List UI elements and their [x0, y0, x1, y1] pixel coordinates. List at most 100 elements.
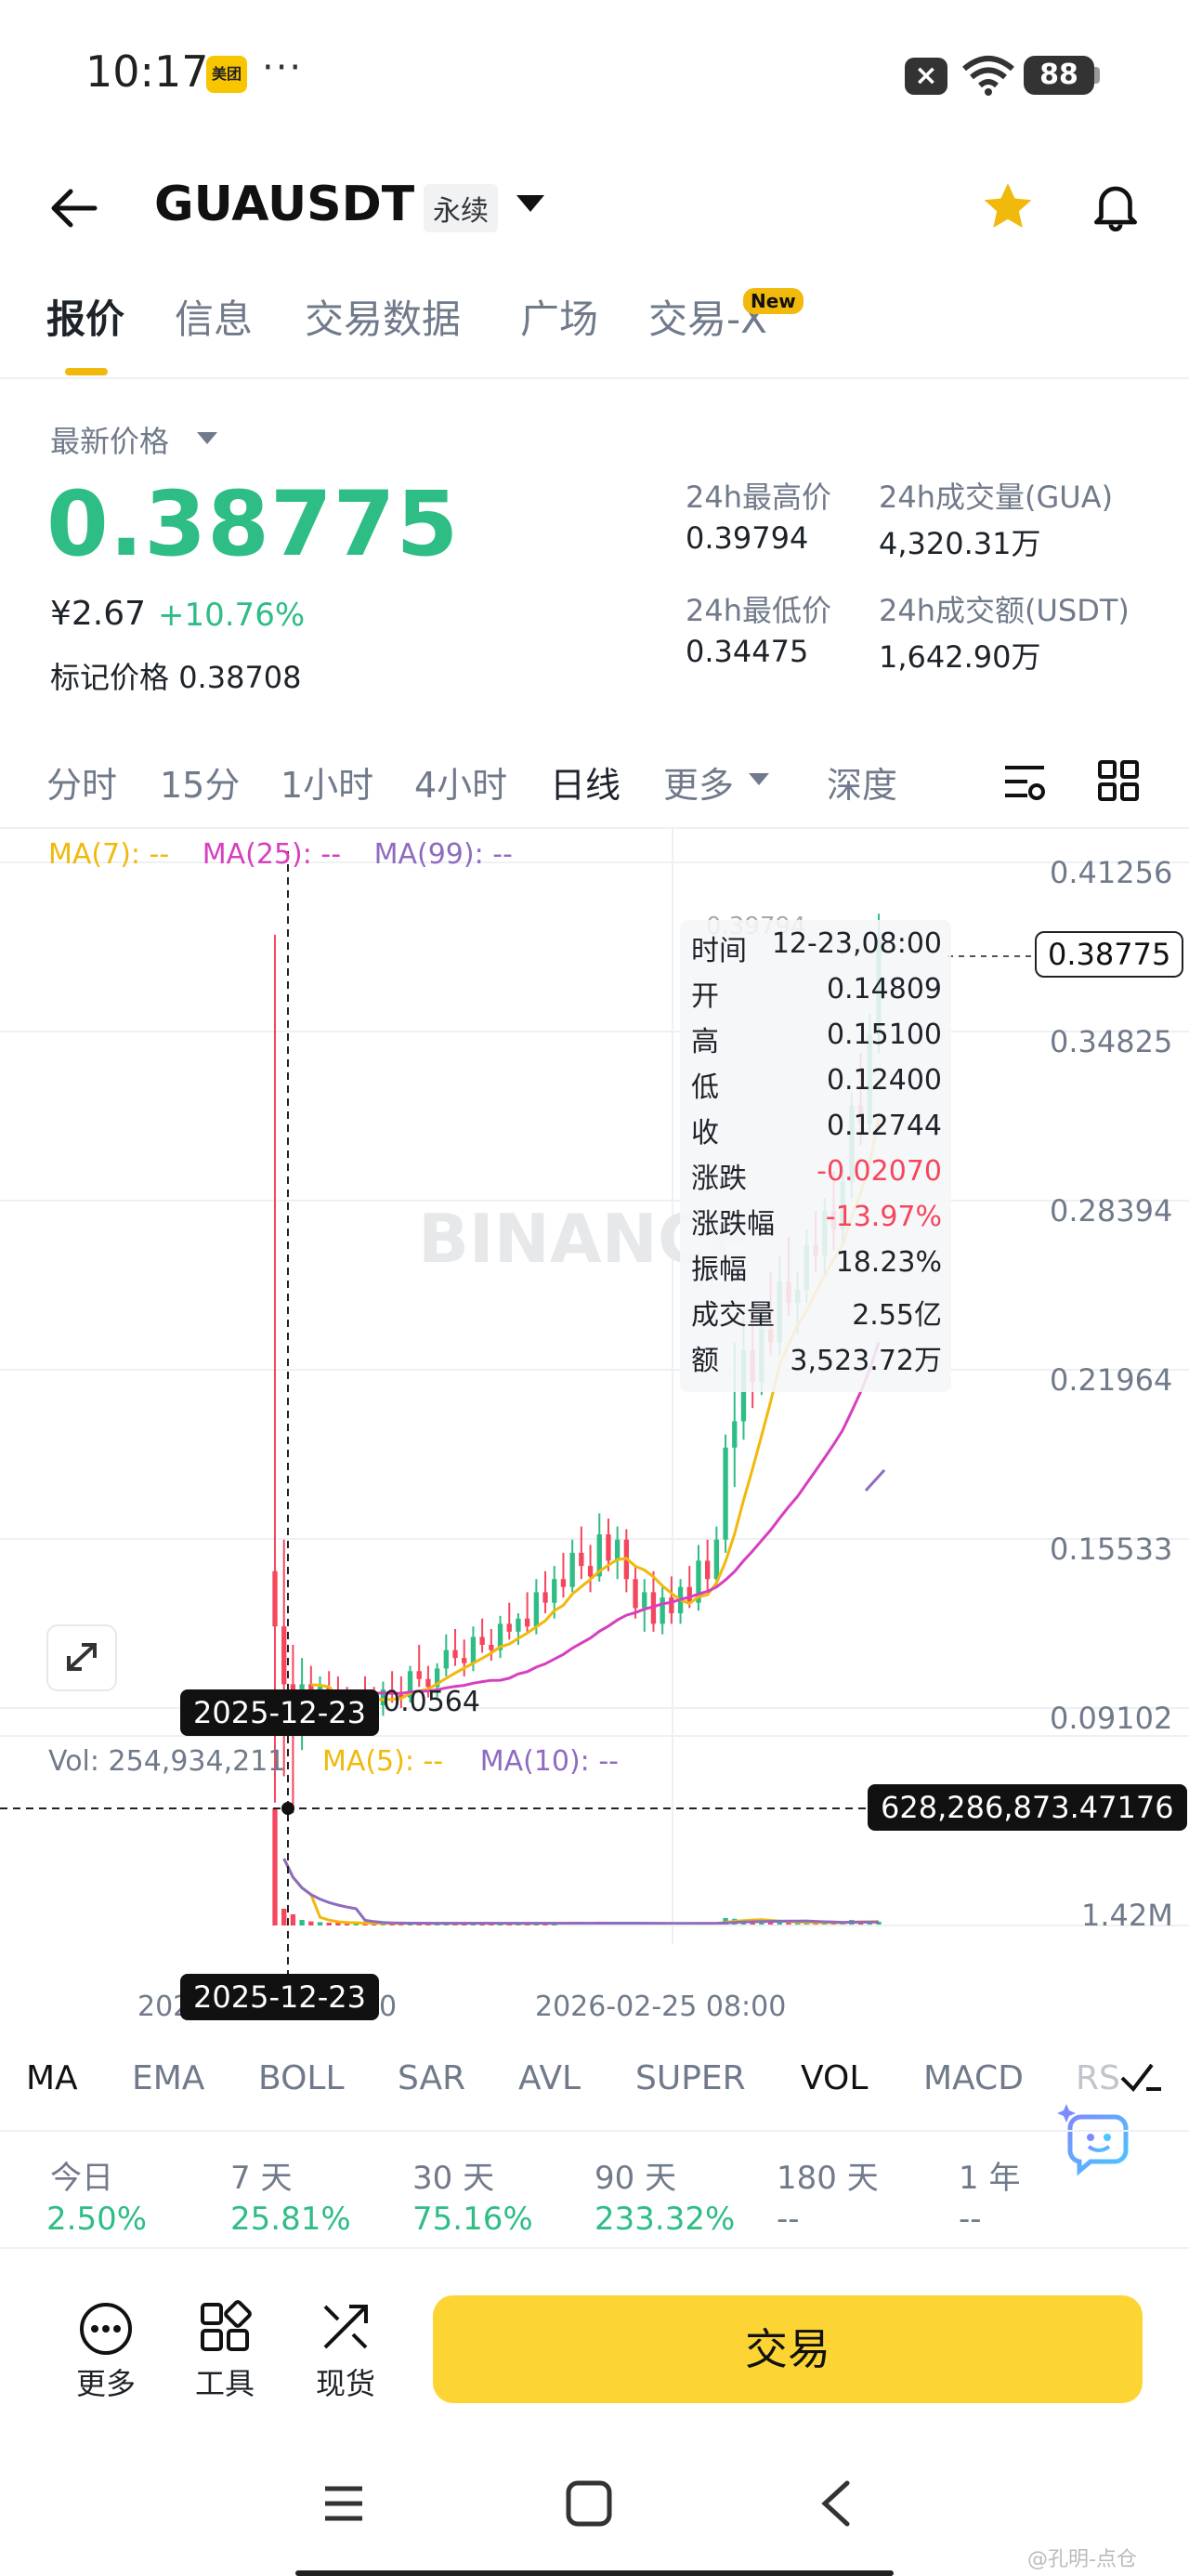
candle-body [713, 1539, 720, 1580]
symbol-dropdown-icon[interactable] [516, 195, 544, 212]
candle-body [516, 1618, 521, 1632]
volume-bar [830, 1922, 837, 1925]
volume-bar [795, 1922, 801, 1925]
tooltip-row: 高 0.15100 [691, 1019, 942, 1059]
volume-bar [344, 1923, 350, 1925]
period-1h[interactable]: 1小时 [281, 765, 374, 806]
perf-label: 30 天 [412, 2160, 495, 2197]
high-value: 0.39794 [686, 520, 809, 556]
spot-label: 现货 [315, 2366, 375, 2401]
vol-axis-tick: 1.42M [1081, 1898, 1173, 1933]
ind-ma[interactable]: MA [26, 2059, 78, 2097]
favorite-star-icon[interactable] [979, 178, 1037, 236]
period-15m[interactable]: 15分 [160, 765, 241, 806]
candle-body [281, 1626, 287, 1685]
volume-bar [290, 1913, 296, 1925]
divider [0, 2130, 1189, 2132]
candle-body [596, 1534, 602, 1577]
period-4h[interactable]: 4小时 [414, 765, 508, 806]
volume-bar [867, 1922, 872, 1925]
volume-bar [759, 1921, 764, 1925]
home-icon[interactable] [565, 2479, 613, 2528]
symbol-title[interactable]: GUAUSDT [154, 177, 415, 232]
candle-body [462, 1658, 467, 1663]
tooltip-key: 成交量 [691, 1299, 775, 1332]
candle-body [524, 1618, 530, 1627]
candle-body [434, 1668, 440, 1688]
more-dots-icon [80, 2303, 132, 2355]
candle-body [552, 1579, 557, 1603]
crosshair-dot [281, 1802, 294, 1815]
tooltip-row: 涨跌 -0.02070 [691, 1155, 942, 1196]
bottom-action-bar: 更多 工具 现货 [0, 2267, 1189, 2407]
candle-body [696, 1560, 701, 1603]
expand-icon [67, 1643, 97, 1671]
back-arrow-icon[interactable] [48, 182, 100, 234]
price-type-dropdown-icon[interactable] [197, 432, 217, 444]
tab-trading-data[interactable]: 交易数据 [305, 296, 462, 342]
ind-vol[interactable]: VOL [801, 2059, 869, 2097]
candle-body [380, 1689, 386, 1706]
tooltip-row: 收 0.12744 [691, 1110, 942, 1150]
fullscreen-button[interactable] [46, 1624, 117, 1691]
tools-label: 工具 [194, 2366, 255, 2401]
trade-button[interactable]: 交易 [433, 2295, 1143, 2403]
more-dropdown-icon[interactable] [749, 773, 769, 785]
vol-ma5-line [282, 1858, 880, 1925]
last-price-label[interactable]: 最新价格 [50, 424, 170, 459]
tooltip-value: -13.97% [825, 1201, 942, 1233]
status-time: 10:17 [85, 46, 209, 97]
ind-avl[interactable]: AVL [518, 2059, 581, 2097]
ma99-segment [864, 1468, 886, 1492]
vol-legend: Vol: 254,934,211 MA(5): -- MA(10): -- [48, 1745, 619, 1778]
performance-strip: 今日 2.50% 7 天 25.81% 30 天 75.16% 90 天 233… [0, 2137, 1189, 2249]
battery-icon: 88 [1024, 56, 1094, 95]
tools-button[interactable]: 工具 [178, 2267, 271, 2407]
ind-sar[interactable]: SAR [398, 2059, 466, 2097]
tooltip-key: 额 [691, 1345, 719, 1377]
tooltip-row: 成交量 2.55亿 [691, 1292, 942, 1333]
period-more[interactable]: 更多 [663, 765, 735, 806]
candle-body [443, 1649, 449, 1669]
candle-body [660, 1597, 665, 1624]
divider [0, 377, 1189, 379]
indicator-settings-icon[interactable] [1115, 2052, 1167, 2104]
volume-bar [777, 1922, 782, 1925]
back-nav-icon[interactable] [816, 2479, 856, 2528]
ind-super[interactable]: SUPER [635, 2059, 746, 2097]
candle-body [633, 1579, 638, 1609]
chart-settings-icon[interactable] [1001, 758, 1048, 805]
indicator-bar: MA EMA BOLL SAR AVL SUPER VOL MACD RS [0, 2035, 1189, 2128]
ind-macd[interactable]: MACD [923, 2059, 1024, 2097]
candle-body [489, 1644, 494, 1650]
tooltip-row: 额 3,523.72万 [691, 1337, 942, 1378]
recent-apps-icon[interactable] [321, 2481, 366, 2526]
crosshair-date-tag-bottom: 2025-12-23 [180, 1974, 379, 2020]
period-depth[interactable]: 深度 [827, 765, 898, 806]
ma25-legend: MA(25): -- [202, 838, 342, 871]
tab-info[interactable]: 信息 [175, 296, 254, 342]
layout-grid-icon[interactable] [1096, 758, 1141, 803]
ma99-legend: MA(99): -- [373, 838, 513, 871]
divider [0, 827, 1189, 829]
tooltip-value: 0.15100 [826, 1019, 942, 1051]
more-button[interactable]: 更多 [59, 2267, 152, 2407]
candle-body [705, 1560, 711, 1580]
period-time[interactable]: 分时 [46, 765, 118, 806]
ma-legend: MA(7): -- MA(25): -- MA(99): -- [48, 838, 513, 871]
perf-label: 今日 [50, 2160, 113, 2197]
tab-quote[interactable]: 报价 [46, 296, 125, 342]
ind-ema[interactable]: EMA [132, 2059, 205, 2097]
ind-rsi[interactable]: RS [1076, 2059, 1120, 2097]
tooltip-key: 涨跌幅 [691, 1208, 775, 1241]
ind-boll[interactable]: BOLL [258, 2059, 345, 2097]
candle-body [732, 1421, 738, 1448]
volume-bar [299, 1919, 305, 1925]
high-label: 24h最高价 [686, 480, 832, 515]
vol-value: Vol: 254,934,211 [48, 1745, 286, 1778]
period-1d[interactable]: 日线 [550, 765, 621, 806]
tab-square[interactable]: 广场 [520, 296, 599, 342]
spot-button[interactable]: 现货 [299, 2267, 392, 2407]
alert-bell-icon[interactable] [1087, 177, 1144, 234]
candle-body [587, 1566, 594, 1577]
